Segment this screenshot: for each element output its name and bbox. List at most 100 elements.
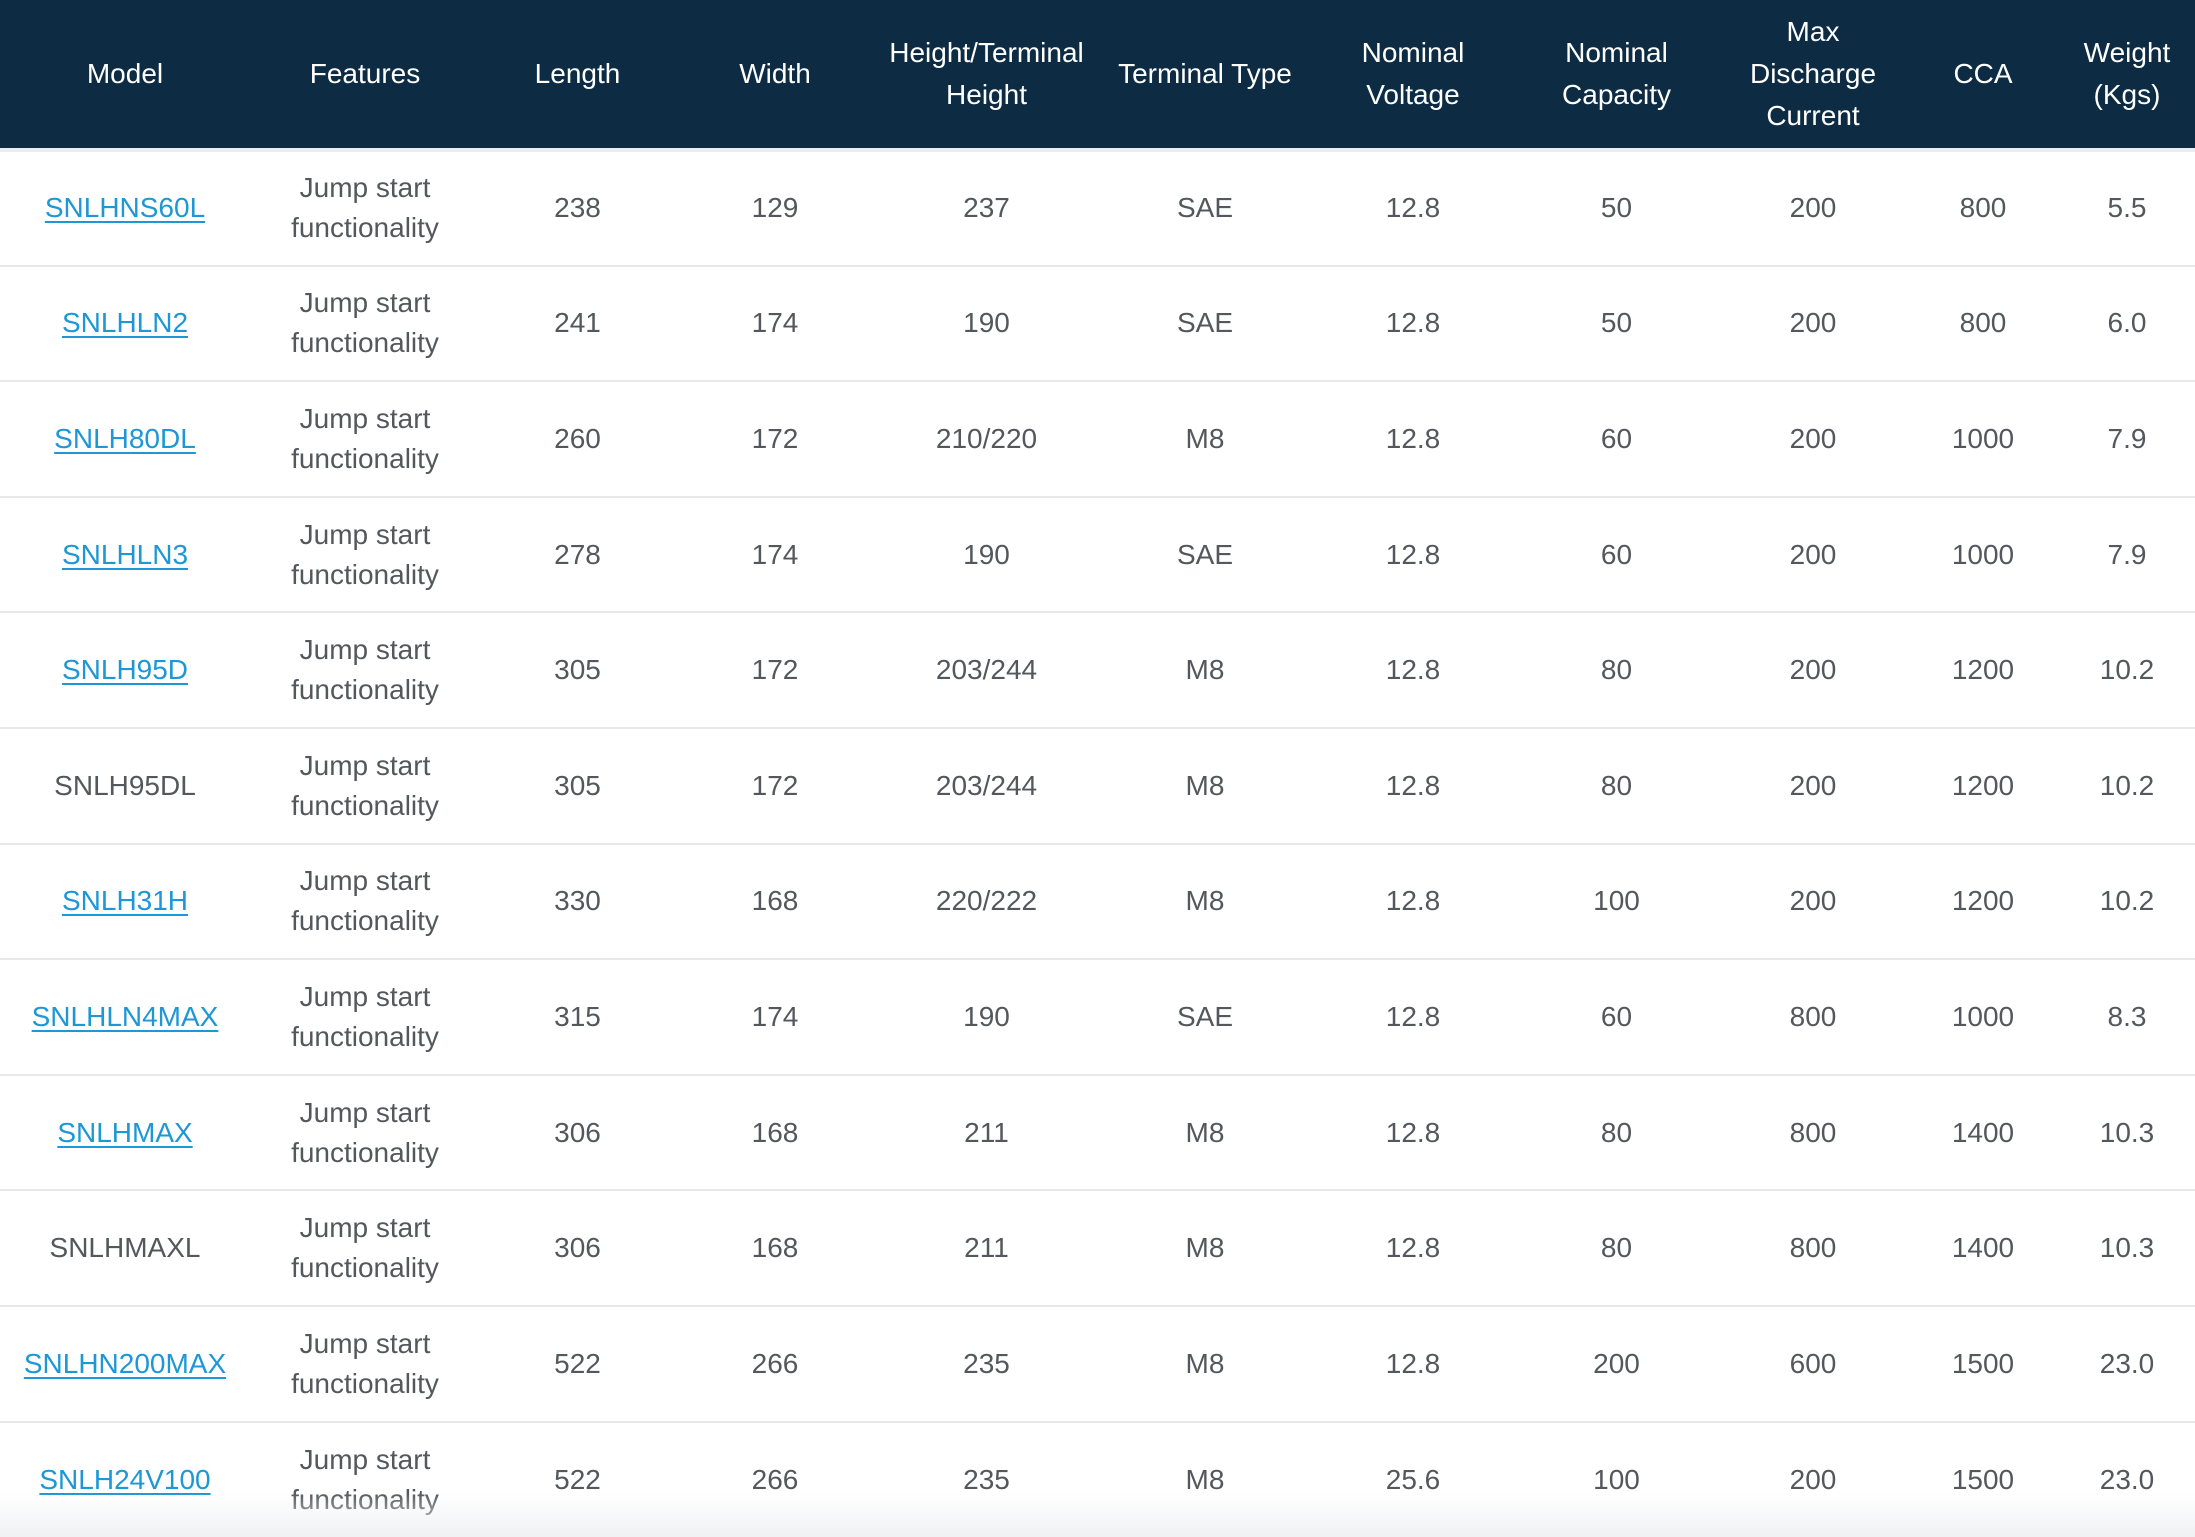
model-link[interactable]: SNLH95D bbox=[61, 654, 189, 686]
model-text: SNLHMAXL bbox=[49, 1232, 201, 1264]
cca-value: 800 bbox=[1959, 192, 2007, 224]
max-discharge-current-value: 200 bbox=[1789, 307, 1837, 339]
nominal-capacity-value: 80 bbox=[1600, 654, 1633, 686]
column-header-length: Length bbox=[480, 0, 675, 152]
header-row: Model Features Length Width Height/Terminal … bbox=[0, 0, 2195, 152]
terminal-type-cell: M8 bbox=[1098, 727, 1312, 845]
nominal-voltage-value: 12.8 bbox=[1385, 1232, 1441, 1264]
nominal-voltage-cell: 12.8 bbox=[1312, 150, 1514, 267]
height-terminal-height-value: 235 bbox=[963, 1347, 1010, 1379]
width-cell: 266 bbox=[675, 1305, 875, 1423]
table-row: SNLH95DL Jump start functionality 305 172 20… bbox=[0, 727, 2195, 845]
height-terminal-height-value: 220/222 bbox=[935, 885, 1038, 917]
height-terminal-height-value: 237 bbox=[963, 192, 1010, 224]
weight-kgs-value: 6.0 bbox=[2107, 307, 2147, 339]
nominal-voltage-cell: 12.8 bbox=[1312, 959, 1514, 1076]
nominal-voltage-cell: 25.6 bbox=[1312, 1422, 1514, 1537]
width-cell: 266 bbox=[675, 1422, 875, 1537]
model-link[interactable]: SNLHN200MAX bbox=[23, 1347, 227, 1379]
height-terminal-height-cell: 203/244 bbox=[875, 727, 1098, 845]
features-cell: Jump start functionality bbox=[250, 150, 480, 267]
model-link[interactable]: SNLHMAX bbox=[57, 1116, 193, 1148]
terminal-type-value: M8 bbox=[1185, 422, 1225, 454]
height-terminal-height-cell: 235 bbox=[875, 1305, 1098, 1423]
max-discharge-current-value: 800 bbox=[1789, 1116, 1837, 1148]
nominal-voltage-cell: 12.8 bbox=[1312, 1305, 1514, 1423]
model-link[interactable]: SNLH24V100 bbox=[39, 1463, 211, 1495]
model-link[interactable]: SNLHLN3 bbox=[61, 538, 189, 570]
height-terminal-height-cell: 237 bbox=[875, 150, 1098, 267]
max-discharge-current-cell: 200 bbox=[1719, 727, 1907, 845]
weight-kgs-cell: 10.2 bbox=[2059, 612, 2195, 729]
weight-kgs-cell: 10.3 bbox=[2059, 1190, 2195, 1307]
width-cell: 168 bbox=[675, 843, 875, 961]
nominal-capacity-value: 60 bbox=[1600, 538, 1633, 570]
table-row: SNLHNS60L Jump start functionality 238 129 2… bbox=[0, 150, 2195, 267]
model-link[interactable]: SNLHNS60L bbox=[44, 192, 206, 224]
width-value: 174 bbox=[751, 1000, 799, 1032]
terminal-type-cell: M8 bbox=[1098, 612, 1312, 729]
features-cell: Jump start functionality bbox=[250, 959, 480, 1076]
height-terminal-height-cell: 190 bbox=[875, 265, 1098, 383]
nominal-voltage-value: 12.8 bbox=[1385, 1116, 1441, 1148]
height-terminal-height-value: 190 bbox=[963, 538, 1010, 570]
features-cell: Jump start functionality bbox=[250, 496, 480, 614]
model-link[interactable]: SNLH80DL bbox=[54, 422, 196, 454]
max-discharge-current-value: 200 bbox=[1789, 769, 1837, 801]
model-cell: SNLH80DL bbox=[0, 381, 250, 498]
width-value: 266 bbox=[751, 1463, 799, 1495]
model-link[interactable]: SNLHLN4MAX bbox=[31, 1000, 219, 1032]
cca-cell: 1500 bbox=[1907, 1305, 2059, 1423]
table-row: SNLHLN4MAX Jump start functionality 315 174… bbox=[0, 959, 2195, 1076]
cca-value: 1200 bbox=[1951, 654, 2015, 686]
nominal-capacity-cell: 50 bbox=[1514, 150, 1719, 267]
cca-value: 1500 bbox=[1951, 1347, 2015, 1379]
max-discharge-current-cell: 800 bbox=[1719, 1074, 1907, 1192]
features-cell: Jump start functionality bbox=[250, 1074, 480, 1192]
terminal-type-value: SAE bbox=[1176, 538, 1234, 570]
terminal-type-cell: M8 bbox=[1098, 1074, 1312, 1192]
features-value: Jump start functionality bbox=[291, 865, 439, 937]
nominal-voltage-value: 12.8 bbox=[1385, 769, 1441, 801]
length-value: 330 bbox=[554, 885, 601, 917]
features-cell: Jump start functionality bbox=[250, 381, 480, 498]
column-header-model: Model bbox=[0, 0, 250, 152]
features-cell: Jump start functionality bbox=[250, 1305, 480, 1423]
nominal-voltage-cell: 12.8 bbox=[1312, 1190, 1514, 1307]
column-header-width: Width bbox=[675, 0, 875, 152]
cca-value: 1000 bbox=[1951, 422, 2015, 454]
length-cell: 238 bbox=[480, 150, 675, 267]
cca-cell: 1000 bbox=[1907, 381, 2059, 498]
width-value: 172 bbox=[751, 654, 799, 686]
nominal-capacity-value: 50 bbox=[1600, 192, 1633, 224]
height-terminal-height-cell: 190 bbox=[875, 496, 1098, 614]
weight-kgs-cell: 10.2 bbox=[2059, 727, 2195, 845]
height-terminal-height-cell: 220/222 bbox=[875, 843, 1098, 961]
features-value: Jump start functionality bbox=[291, 1327, 439, 1399]
model-link[interactable]: SNLH31H bbox=[61, 885, 189, 917]
terminal-type-cell: M8 bbox=[1098, 1190, 1312, 1307]
length-cell: 522 bbox=[480, 1422, 675, 1537]
nominal-capacity-cell: 80 bbox=[1514, 612, 1719, 729]
width-cell: 172 bbox=[675, 612, 875, 729]
features-cell: Jump start functionality bbox=[250, 727, 480, 845]
weight-kgs-cell: 5.5 bbox=[2059, 150, 2195, 267]
length-value: 241 bbox=[554, 307, 601, 339]
table-header: Model Features Length Width Height/Terminal … bbox=[0, 0, 2195, 152]
length-value: 306 bbox=[554, 1116, 601, 1148]
column-header-height-terminal-height: Height/Terminal Height bbox=[875, 0, 1098, 152]
nominal-capacity-value: 60 bbox=[1600, 422, 1633, 454]
height-terminal-height-cell: 190 bbox=[875, 959, 1098, 1076]
model-link[interactable]: SNLHLN2 bbox=[61, 307, 189, 339]
nominal-capacity-value: 80 bbox=[1600, 1232, 1633, 1264]
width-cell: 174 bbox=[675, 265, 875, 383]
length-cell: 305 bbox=[480, 727, 675, 845]
features-value: Jump start functionality bbox=[291, 1443, 439, 1515]
cca-value: 800 bbox=[1959, 307, 2007, 339]
cca-cell: 1000 bbox=[1907, 496, 2059, 614]
length-cell: 522 bbox=[480, 1305, 675, 1423]
nominal-voltage-cell: 12.8 bbox=[1312, 843, 1514, 961]
features-value: Jump start functionality bbox=[291, 1096, 439, 1168]
height-terminal-height-cell: 235 bbox=[875, 1422, 1098, 1537]
model-cell: SNLHLN3 bbox=[0, 496, 250, 614]
